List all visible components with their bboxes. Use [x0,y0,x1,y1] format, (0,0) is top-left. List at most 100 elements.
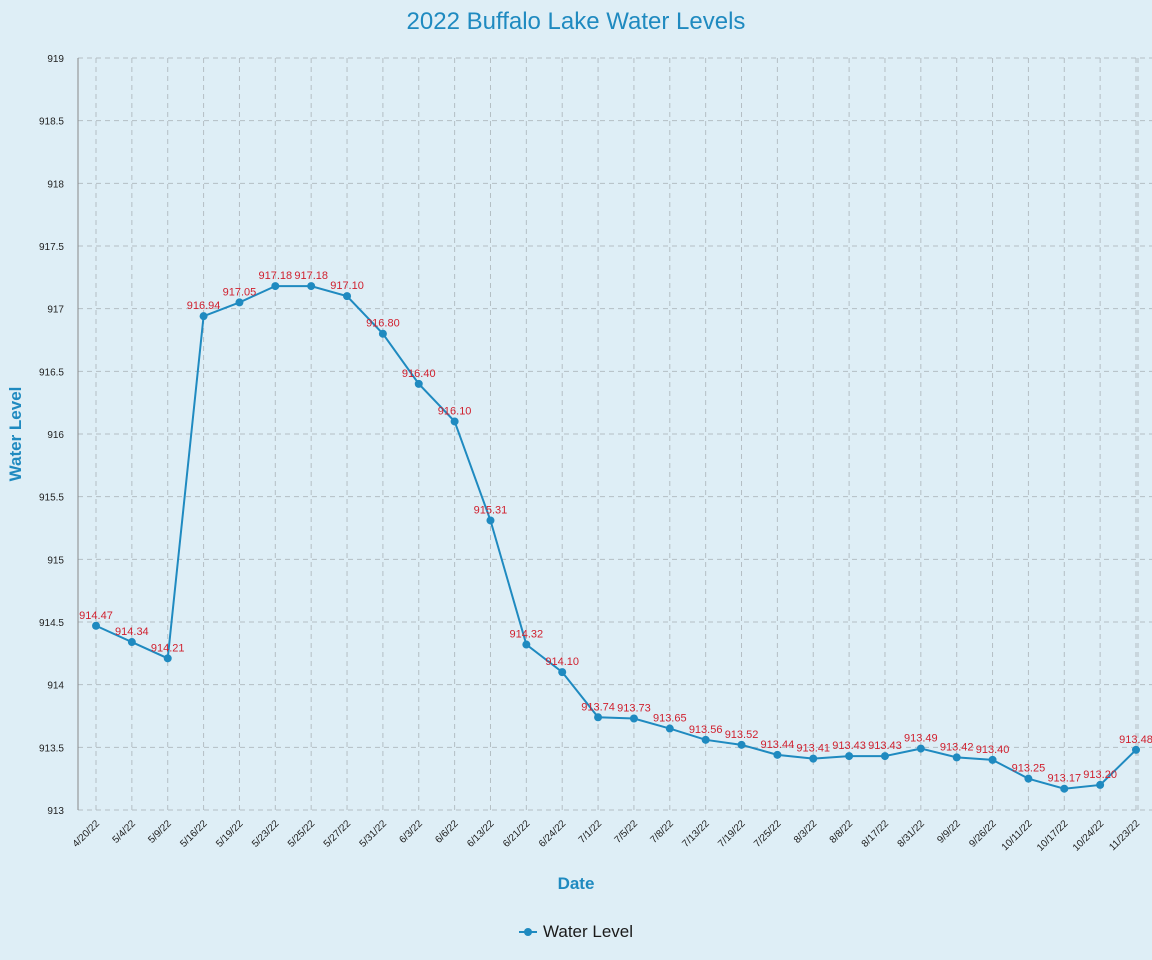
data-label: 913.25 [1012,763,1046,775]
series-water-level [92,282,1140,793]
data-point-marker [522,640,531,649]
x-tick-label: 10/17/22 [1035,818,1071,854]
x-tick-label: 5/27/22 [322,818,354,850]
x-tick-label: 4/20/22 [71,818,103,850]
data-label: 917.18 [294,270,328,282]
legend-line-marker-icon [518,927,537,937]
data-point-marker [307,282,316,291]
data-label: 913.40 [976,744,1010,756]
y-tick-label: 916 [47,430,64,441]
y-tick-label: 918 [47,179,64,190]
x-tick-label: 7/1/22 [577,818,605,846]
x-tick-label: 5/19/22 [214,818,246,850]
x-tick-label: 7/19/22 [716,818,748,850]
x-tick-label: 11/23/22 [1107,818,1142,853]
data-point-marker [737,740,746,749]
y-tick-label: 914 [47,681,64,692]
x-tick-label: 5/25/22 [286,818,318,850]
data-point-marker [1060,784,1069,793]
y-tick-label: 915 [47,555,64,566]
x-tick-label: 6/3/22 [397,818,425,846]
y-tick-label: 914.5 [39,618,64,629]
data-point-marker [701,735,710,744]
data-point-marker [1096,780,1105,789]
y-tick-label: 915.5 [39,493,64,504]
data-point-marker [235,298,244,307]
data-point-marker [199,312,208,321]
data-point-marker [343,292,352,301]
data-point-marker [450,417,459,426]
y-tick-label: 919 [47,54,64,65]
y-tick-label: 917.5 [39,242,64,253]
x-tick-label: 6/6/22 [433,818,461,846]
x-tick-label: 5/31/22 [358,818,390,850]
data-label: 917.18 [258,270,292,282]
data-label: 916.40 [402,368,436,380]
data-label: 913.52 [725,729,759,741]
data-point-marker [558,668,567,677]
x-tick-label: 8/17/22 [860,818,892,850]
series-line [95,285,1137,790]
data-point-marker [773,750,782,759]
data-point-marker [952,753,961,762]
x-tick-label: 6/24/22 [537,818,569,850]
data-label: 913.43 [868,740,902,752]
x-tick-label: 10/24/22 [1071,818,1107,854]
data-label: 913.44 [761,739,795,751]
y-tick-label: 913.5 [39,743,64,754]
data-point-marker [809,754,818,763]
chart-title: 2022 Buffalo Lake Water Levels [406,8,746,35]
data-point-marker [845,752,854,761]
data-label: 917.10 [330,280,364,292]
data-point-marker [1132,745,1140,754]
data-label: 913.17 [1047,773,1081,785]
x-tick-label: 8/8/22 [828,818,856,846]
x-axis-ticks: 4/20/22 5/4/22 5/9/22 5/16/22 5/19/22 5/23/22… [71,818,1143,854]
x-tick-label: 10/11/22 [1000,818,1035,853]
data-point-marker [594,713,603,722]
grid-lines [77,57,1152,811]
x-tick-label: 7/5/22 [613,818,641,846]
legend: Water Level [0,922,1152,942]
data-label: 915.31 [474,504,508,516]
x-tick-label: 8/3/22 [792,818,820,846]
data-label: 913.74 [581,701,615,713]
data-label: 916.80 [366,318,400,330]
legend-label: Water Level [542,922,634,941]
data-label: 913.48 [1119,734,1152,746]
x-tick-label: 6/13/22 [465,818,497,850]
data-point-marker [1024,774,1033,783]
data-label: 913.42 [940,741,974,753]
x-tick-label: 6/21/22 [501,818,533,850]
y-tick-label: 916.5 [39,367,64,378]
data-label: 914.47 [79,610,113,622]
x-axis-label: Date [557,874,595,893]
data-point-marker [916,744,925,753]
data-point-marker [127,638,136,647]
data-label: 914.34 [115,626,149,638]
data-point-marker [665,724,674,733]
y-tick-label: 917 [47,305,64,316]
data-label: 914.10 [545,656,579,668]
x-tick-label: 7/13/22 [680,818,712,850]
y-axis-ticks: 913 913.5 914 914.5 915 915.5 916 916.5 917 917.5… [39,54,64,817]
data-point-marker [880,752,889,761]
data-label: 913.73 [617,703,651,715]
data-label: 913.49 [904,733,938,745]
x-tick-label: 5/16/22 [178,818,210,850]
x-tick-label: 8/31/22 [896,818,928,850]
y-tick-label: 918.5 [39,117,64,128]
data-label: 913.41 [796,743,830,755]
data-label: 916.94 [187,300,221,312]
data-point-marker [629,714,638,723]
x-tick-label: 5/4/22 [111,818,139,846]
data-label: 917.05 [223,286,257,298]
x-tick-label: 5/23/22 [250,818,282,850]
x-tick-label: 5/9/22 [146,818,174,846]
y-tick-label: 913 [47,806,64,817]
data-label: 914.21 [151,642,185,654]
x-tick-label: 7/25/22 [752,818,784,850]
data-label: 913.20 [1083,769,1117,781]
